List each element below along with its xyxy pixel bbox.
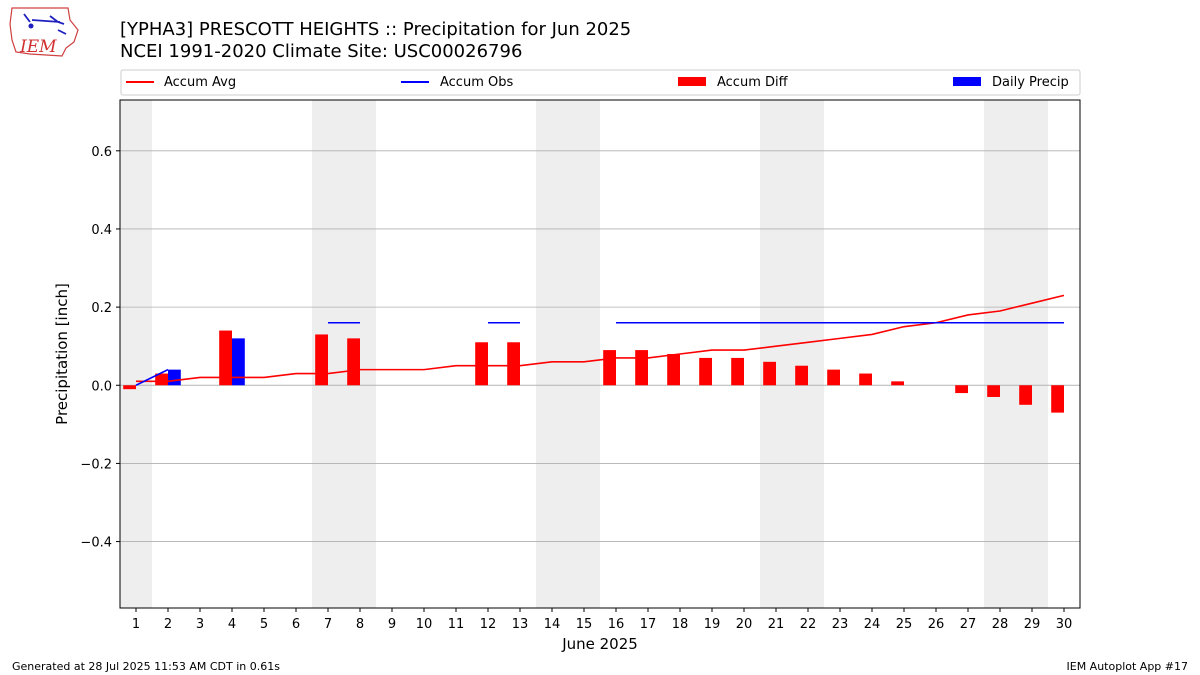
bar-accum-diff-day-1 — [123, 385, 136, 390]
chart-title: [YPHA3] PRESCOTT HEIGHTS :: Precipitatio… — [120, 19, 631, 40]
x-tick-label: 3 — [196, 617, 204, 632]
x-tick-label: 19 — [704, 617, 721, 632]
series-lines — [135, 294, 1065, 386]
bar-daily-precip-day-4 — [232, 338, 245, 386]
legend-swatch-accum-diff — [678, 77, 706, 86]
line-accum-avg — [136, 294, 1065, 383]
weekend-shading — [120, 100, 1048, 608]
x-tick-label: 7 — [324, 617, 332, 632]
bar-accum-diff-day-16 — [603, 350, 616, 386]
bar-accum-diff-day-21 — [763, 361, 776, 386]
line-accum-obs-seg — [135, 368, 169, 386]
x-tick-label: 17 — [640, 617, 657, 632]
x-tick-label: 11 — [448, 617, 465, 632]
x-tick-label: 4 — [228, 617, 236, 632]
x-tick-label: 29 — [1024, 617, 1041, 632]
x-tick-label: 26 — [928, 617, 945, 632]
x-tick-label: 13 — [512, 617, 529, 632]
bar-accum-diff-day-7 — [315, 334, 328, 386]
bar-accum-diff-day-27 — [955, 385, 968, 394]
x-tick-label: 12 — [480, 617, 497, 632]
logo-text: IEM — [19, 37, 57, 57]
x-tick-label: 15 — [576, 617, 593, 632]
y-tick-label: 0.0 — [91, 379, 112, 394]
x-tick-label: 27 — [960, 617, 977, 632]
x-tick-label: 1 — [132, 617, 140, 632]
x-tick-label: 20 — [736, 617, 753, 632]
x-axis-label: June 2025 — [561, 635, 638, 653]
bar-accum-diff-day-2 — [155, 373, 168, 386]
x-tick-label: 16 — [608, 617, 625, 632]
shade-band-4 — [984, 100, 1048, 608]
x-tick-label: 2 — [164, 617, 172, 632]
x-tick-label: 5 — [260, 617, 268, 632]
bar-accum-diff-day-24 — [859, 373, 872, 386]
x-tick-label: 22 — [800, 617, 817, 632]
bar-accum-diff-day-29 — [1019, 385, 1032, 405]
y-tick-label: −0.2 — [80, 457, 112, 472]
bar-accum-diff-day-12 — [475, 342, 488, 386]
chart-subtitle: NCEI 1991-2020 Climate Site: USC00026796 — [120, 41, 522, 62]
x-tick-label: 25 — [896, 617, 913, 632]
y-tick-label: 0.4 — [91, 223, 112, 238]
bar-accum-diff-day-22 — [795, 365, 808, 386]
x-tick-label: 23 — [832, 617, 849, 632]
legend-label-daily-precip: Daily Precip — [992, 75, 1069, 90]
x-tick-label: 18 — [672, 617, 689, 632]
bar-accum-diff-day-28 — [987, 385, 1000, 397]
generated-note: Generated at 28 Jul 2025 11:53 AM CDT in… — [12, 660, 280, 673]
x-tick-label: 6 — [292, 617, 300, 632]
x-tick-label: 10 — [416, 617, 433, 632]
bar-accum-diff-day-19 — [699, 357, 712, 386]
x-tick-label: 9 — [388, 617, 396, 632]
legend-label-accum-obs: Accum Obs — [440, 75, 513, 90]
bar-accum-diff-day-18 — [667, 354, 680, 386]
x-tick-label: 24 — [864, 617, 881, 632]
x-tick-label: 8 — [356, 617, 364, 632]
legend-label-accum-diff: Accum Diff — [717, 75, 789, 90]
bar-accum-diff-day-23 — [827, 369, 840, 386]
gridlines — [120, 150, 1080, 542]
legend: Accum Avg Accum Obs Accum Diff Daily Pre… — [120, 69, 1081, 96]
y-axis-ticks: −0.4 −0.2 0.0 0.2 0.4 0.6 — [80, 145, 120, 551]
x-tick-label: 28 — [992, 617, 1009, 632]
y-tick-label: 0.2 — [91, 301, 112, 316]
bar-accum-diff-day-25 — [891, 381, 904, 386]
bars — [123, 330, 1064, 413]
shade-band-3 — [760, 100, 824, 608]
legend-label-accum-avg: Accum Avg — [164, 75, 236, 90]
bar-daily-precip-day-2 — [168, 369, 181, 386]
y-tick-label: 0.6 — [91, 145, 112, 160]
x-tick-label: 14 — [544, 617, 561, 632]
bar-accum-diff-day-17 — [635, 350, 648, 386]
x-tick-label: 30 — [1056, 617, 1073, 632]
y-axis-label: Precipitation [inch] — [53, 283, 71, 425]
iem-logo: IEM — [9, 7, 79, 57]
x-axis-ticks: 1 2 3 4 5 6 7 8 9 10 11 12 13 14 15 16 17 18 19 20 21 22 23 24 2… — [132, 608, 1072, 632]
app-note: IEM Autoplot App #17 — [1067, 660, 1189, 673]
shade-band-0 — [120, 100, 152, 608]
y-tick-label: −0.4 — [80, 536, 112, 551]
bar-accum-diff-day-4 — [219, 330, 232, 386]
shade-band-2 — [536, 100, 600, 608]
legend-swatch-daily-precip — [953, 77, 981, 86]
x-tick-label: 21 — [768, 617, 785, 632]
bar-accum-diff-day-8 — [347, 338, 360, 386]
plot-frame — [119, 99, 1081, 609]
bar-accum-diff-day-13 — [507, 342, 520, 386]
bar-accum-diff-day-30 — [1051, 385, 1064, 413]
bar-accum-diff-day-20 — [731, 357, 744, 386]
